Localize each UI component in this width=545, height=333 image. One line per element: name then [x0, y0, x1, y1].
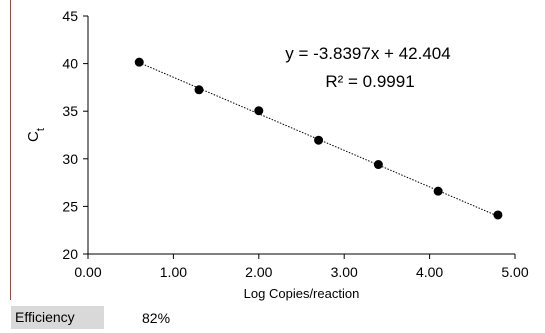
efficiency-label: Efficiency — [11, 306, 104, 329]
x-tick-label: 3.00 — [331, 264, 358, 280]
standard-curve-chart: 20 25 30 35 40 45 0.00 1.00 2.00 3.00 4.00 5.00 Ct… — [25, 8, 529, 301]
y-tick-label: 45 — [62, 8, 78, 24]
data-point — [134, 57, 144, 67]
vertical-red-line — [10, 0, 11, 300]
x-tick-label: 1.00 — [160, 264, 187, 280]
y-tick-label: 20 — [62, 246, 78, 262]
x-tick-label: 2.00 — [245, 264, 272, 280]
x-axis: 0.00 1.00 2.00 3.00 4.00 5.00 — [74, 253, 529, 280]
r-squared-label: R² = 0.9991 — [325, 72, 414, 91]
data-point — [194, 85, 204, 95]
y-tick-label: 25 — [62, 198, 78, 214]
y-tick-label: 35 — [62, 103, 78, 119]
y-tick-label: 40 — [62, 56, 78, 72]
x-axis-title: Log Copies/reaction — [244, 286, 360, 301]
efficiency-value: 82% — [142, 309, 171, 326]
y-axis: 20 25 30 35 40 45 — [62, 8, 89, 262]
x-tick-label: 0.00 — [74, 264, 101, 280]
efficiency-row: Efficiency 82% — [11, 306, 170, 329]
y-tick-label: 30 — [62, 151, 78, 167]
y-axis-title: Ct — [25, 128, 47, 142]
data-point — [433, 186, 443, 196]
x-tick-label: 5.00 — [501, 264, 528, 280]
trendline-equation: y = -3.8397x + 42.404 — [285, 44, 450, 63]
data-point — [493, 210, 503, 220]
data-point — [314, 135, 324, 145]
x-tick-label: 4.00 — [416, 264, 443, 280]
data-point — [254, 106, 264, 116]
data-point — [373, 160, 383, 170]
